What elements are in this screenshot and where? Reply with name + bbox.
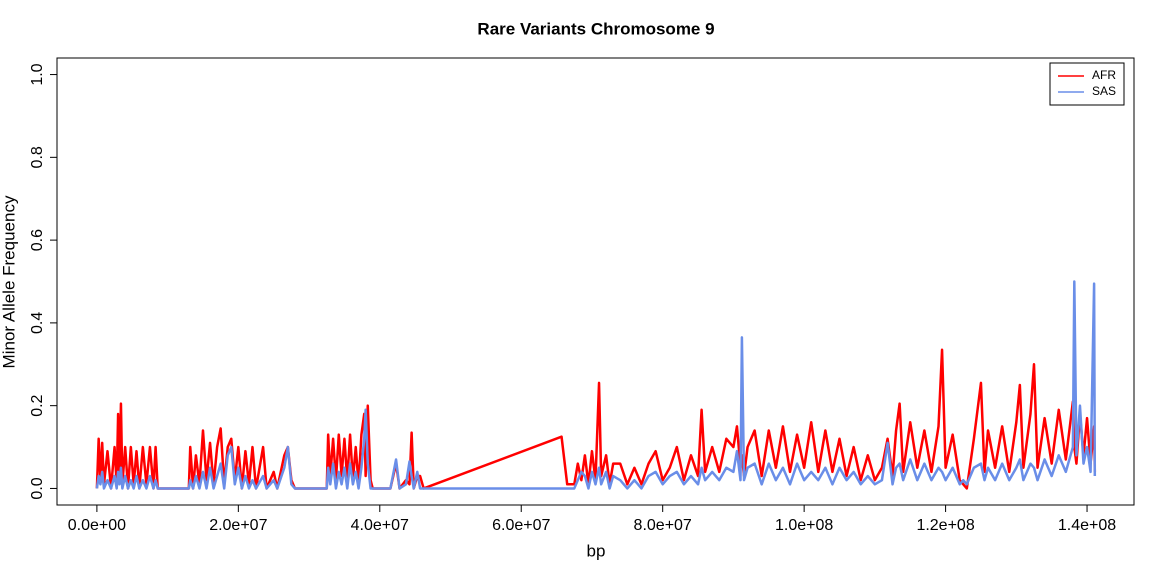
y-tick-label: 0.0 xyxy=(29,477,46,499)
legend-label: SAS xyxy=(1092,84,1116,98)
x-tick-label: 6.0e+07 xyxy=(492,517,550,534)
y-tick-label: 1.0 xyxy=(29,63,46,85)
legend-label: AFR xyxy=(1092,68,1116,82)
y-tick-label: 0.8 xyxy=(29,146,46,168)
x-axis-label: bp xyxy=(587,541,606,560)
y-tick-label: 0.6 xyxy=(29,229,46,251)
x-tick-label: 1.0e+08 xyxy=(775,517,833,534)
series-line xyxy=(95,348,1097,490)
plot-frame xyxy=(56,57,1135,506)
y-axis-label: Minor Allele Frequency xyxy=(0,195,18,368)
x-tick-label: 1.2e+08 xyxy=(916,517,974,534)
x-tick-label: 4.0e+07 xyxy=(351,517,409,534)
chart-title: Rare Variants Chromosome 9 xyxy=(477,19,714,38)
y-tick-label: 0.2 xyxy=(29,394,46,416)
y-tick-label: 0.4 xyxy=(29,312,46,334)
x-tick-label: 8.0e+07 xyxy=(634,517,692,534)
legend-box xyxy=(1049,62,1125,106)
x-tick-label: 0.0e+00 xyxy=(68,517,126,534)
x-tick-label: 1.4e+08 xyxy=(1058,517,1116,534)
series-line xyxy=(95,280,1097,490)
x-tick-label: 2.0e+07 xyxy=(209,517,267,534)
